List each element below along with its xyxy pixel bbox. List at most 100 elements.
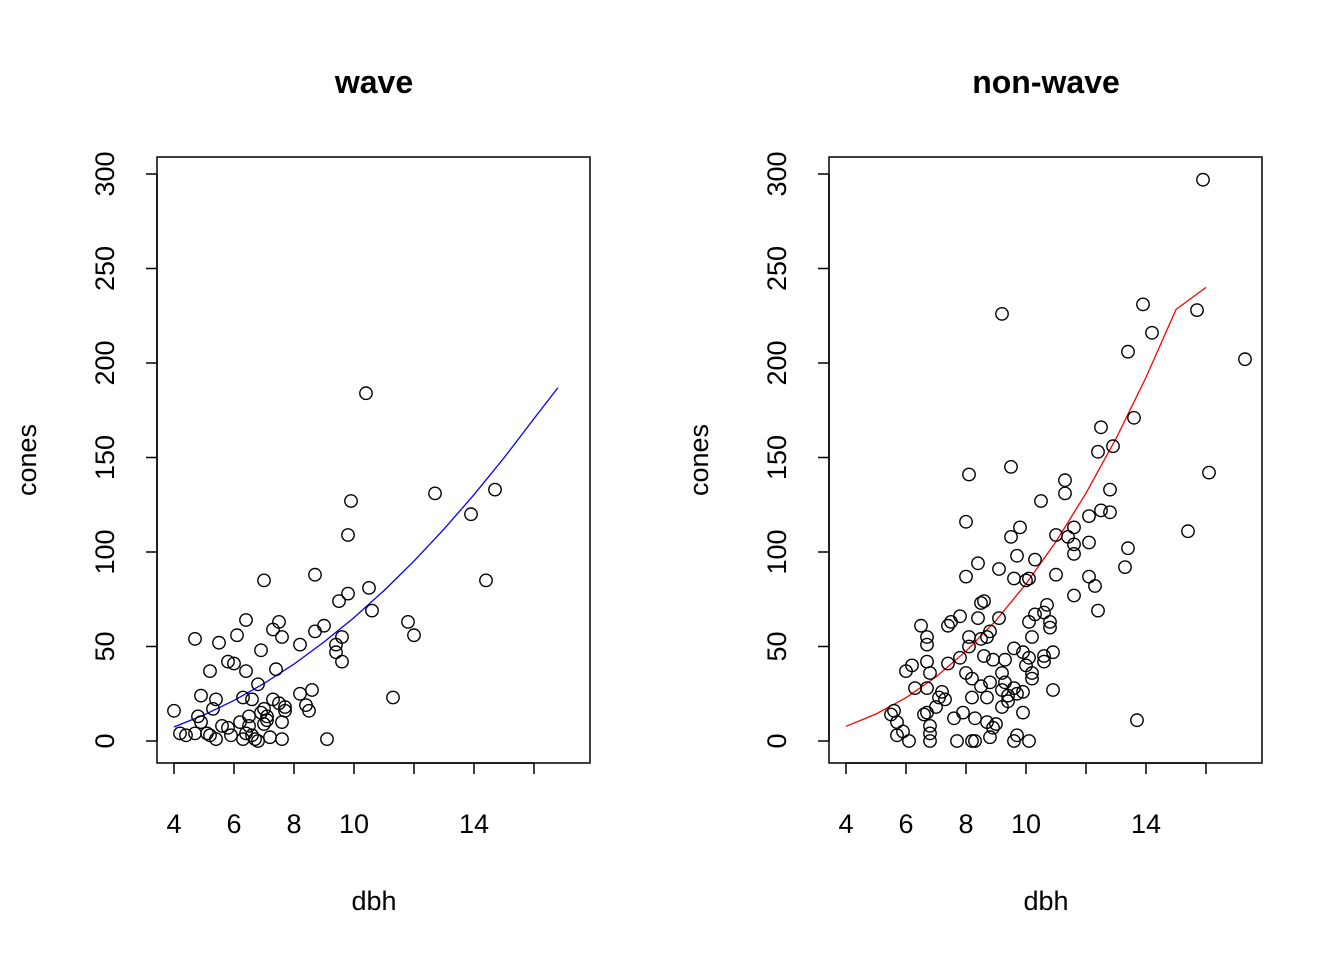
- x-tick-label: 4: [838, 809, 853, 839]
- scatter-points: [167, 386, 502, 748]
- data-point: [920, 705, 934, 720]
- plot-title: non-wave: [972, 64, 1120, 100]
- plot-frame: [156, 156, 591, 764]
- data-point: [245, 692, 259, 707]
- data-point: [980, 690, 994, 705]
- data-point: [917, 707, 931, 722]
- data-point: [968, 711, 982, 726]
- data-point: [1022, 734, 1036, 748]
- data-point: [215, 719, 229, 733]
- x-axis: 4 6 8 10 14: [838, 762, 1207, 839]
- data-point: [275, 630, 289, 644]
- x-tick-label: 14: [459, 809, 489, 839]
- data-point: [173, 726, 187, 741]
- data-point: [308, 567, 322, 582]
- data-point: [962, 639, 976, 654]
- y-axis: 0 50 100 150 200 250 300: [762, 151, 830, 749]
- data-point: [179, 728, 193, 743]
- data-point: [1103, 482, 1117, 497]
- data-point: [950, 734, 964, 748]
- data-point: [1094, 420, 1108, 435]
- y-tick-label: 150: [90, 435, 120, 480]
- data-point: [956, 705, 970, 720]
- data-point: [1034, 494, 1048, 508]
- data-point: [1019, 573, 1033, 588]
- data-point: [272, 615, 286, 629]
- data-point: [1046, 683, 1060, 697]
- data-point: [971, 611, 985, 625]
- y-tick-label: 200: [762, 340, 792, 385]
- data-point: [938, 692, 952, 707]
- data-point: [1046, 645, 1060, 660]
- x-tick-label: 6: [898, 809, 913, 839]
- data-point: [1004, 459, 1018, 474]
- data-point: [1118, 560, 1132, 574]
- data-point: [992, 611, 1006, 625]
- data-point: [428, 486, 442, 501]
- x-axis-label: dbh: [1023, 886, 1068, 916]
- data-point: [206, 702, 220, 716]
- plot-title: wave: [334, 64, 413, 100]
- data-point: [1043, 620, 1057, 635]
- x-tick-label: 10: [1011, 809, 1041, 839]
- data-point: [1067, 520, 1081, 535]
- data-point: [203, 664, 217, 678]
- data-point: [1043, 615, 1057, 629]
- y-tick-label: 300: [762, 151, 792, 196]
- data-point: [401, 615, 415, 629]
- x-tick-label: 10: [339, 809, 369, 839]
- data-point: [308, 624, 322, 639]
- data-point: [1094, 503, 1108, 518]
- data-point: [1136, 297, 1150, 312]
- data-point: [1058, 486, 1072, 501]
- data-point: [965, 690, 979, 705]
- data-point: [1016, 705, 1030, 720]
- panel-wave: wave dbh cones 4 6 8 10 14 0 50 100 150 200 250 30…: [12, 64, 591, 916]
- data-point: [1202, 465, 1216, 480]
- data-point: [953, 609, 967, 624]
- data-point: [1004, 530, 1018, 544]
- data-point: [1025, 666, 1039, 680]
- data-point: [257, 702, 271, 716]
- data-point: [194, 688, 208, 703]
- y-axis-label: cones: [684, 424, 714, 496]
- data-point: [251, 734, 265, 748]
- data-point: [194, 715, 208, 729]
- data-point: [275, 715, 289, 729]
- data-point: [977, 649, 991, 663]
- data-point: [944, 615, 958, 629]
- data-point: [1025, 671, 1039, 686]
- data-point: [1088, 579, 1102, 593]
- data-point: [1181, 524, 1195, 539]
- data-point: [998, 652, 1012, 667]
- data-point: [1082, 569, 1096, 584]
- data-point: [971, 556, 985, 571]
- data-point: [1007, 641, 1021, 656]
- data-point: [302, 703, 316, 718]
- data-point: [263, 730, 277, 745]
- data-point: [239, 613, 253, 627]
- y-tick-label: 100: [762, 529, 792, 574]
- data-point: [965, 734, 979, 748]
- data-point: [1103, 505, 1117, 520]
- data-point: [221, 720, 235, 735]
- data-point: [278, 700, 292, 714]
- data-point: [887, 703, 901, 718]
- data-point: [905, 658, 919, 673]
- y-tick-label: 0: [90, 733, 120, 748]
- data-point: [1010, 548, 1024, 563]
- data-point: [1067, 588, 1081, 603]
- data-point: [341, 586, 355, 601]
- data-point: [332, 594, 346, 608]
- data-point: [992, 562, 1006, 576]
- data-point: [269, 662, 283, 677]
- data-point: [257, 573, 271, 588]
- data-point: [1040, 598, 1054, 612]
- data-point: [1007, 571, 1021, 586]
- data-point: [188, 726, 202, 741]
- data-point: [1037, 605, 1051, 620]
- data-point: [335, 630, 349, 644]
- data-point: [236, 690, 250, 705]
- data-point: [335, 654, 349, 669]
- data-point: [239, 664, 253, 678]
